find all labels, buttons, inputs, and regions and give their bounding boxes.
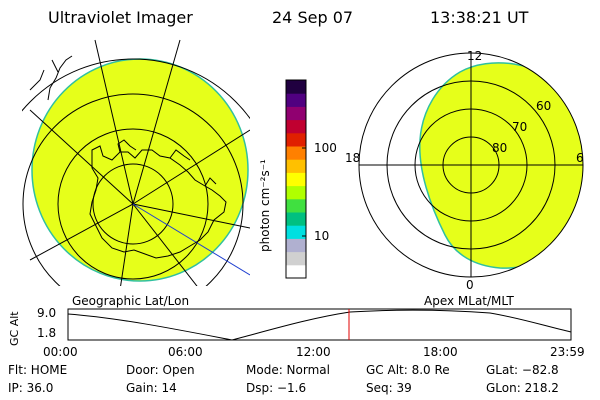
door-readout: Door: Open	[126, 363, 195, 377]
magnetic-caption: Apex MLat/MLT	[424, 294, 514, 308]
mlt-6-label: 6	[576, 151, 584, 165]
terminator-line	[132, 203, 250, 276]
glat-readout: GLat: −82.8	[486, 363, 559, 377]
xtick-0600: 06:00	[168, 345, 203, 359]
colorbar-segment	[286, 119, 306, 134]
glon-readout: GLon: 218.2	[486, 381, 559, 395]
coastline-upper-left	[29, 55, 73, 101]
colorbar-tick-10: 10	[314, 229, 330, 243]
dsp-readout: Dsp: −1.6	[246, 381, 307, 395]
colorbar-segment	[286, 132, 306, 147]
colorbar-segment	[286, 146, 306, 160]
colorbar-segment	[286, 238, 306, 253]
antarctica-coastline	[89, 145, 227, 259]
lat-circle	[92, 163, 174, 245]
gain-readout: Gain: 14	[126, 381, 177, 395]
mlt-0-label: 0	[466, 278, 474, 292]
colorbar-segment	[286, 251, 306, 266]
instrument-title: Ultraviolet Imager	[48, 8, 193, 27]
xtick-0000: 00:00	[43, 345, 78, 359]
colorbar-segment	[286, 172, 306, 187]
xtick-2359: 23:59	[550, 345, 585, 359]
colorbar-unit-label: photon cm⁻²s⁻¹	[258, 159, 272, 252]
colorbar-segment	[286, 159, 306, 173]
colorbar-segment	[286, 106, 306, 121]
altitude-ytick-bottom: 1.8	[37, 326, 57, 340]
lat-circle	[22, 58, 250, 120]
longitude-lines	[29, 39, 250, 286]
colorbar-tick-100: 100	[314, 141, 337, 155]
altitude-plot	[67, 308, 572, 341]
colorbar-segment	[286, 264, 306, 279]
xtick-1200: 12:00	[296, 345, 331, 359]
colorbar-frame	[285, 79, 307, 279]
mlat-60-label: 60	[536, 99, 551, 113]
altitude-ytick-top: 9.0	[37, 306, 57, 320]
mode-readout: Mode: Normal	[246, 363, 330, 377]
colorbar-segment	[286, 80, 306, 94]
geographic-map	[22, 39, 250, 286]
time-label: 13:38:21 UT	[430, 8, 529, 27]
geographic-caption: Geographic Lat/Lon	[72, 294, 190, 308]
gc-alt-readout: GC Alt: 8.0 Re	[366, 363, 450, 377]
lat-circle	[22, 93, 244, 286]
xtick-1800: 18:00	[423, 345, 458, 359]
colorbar-segment	[286, 93, 306, 107]
mlt-18-label: 18	[345, 151, 360, 165]
peninsula-coastline	[117, 139, 217, 187]
mlat-70-label: 70	[512, 120, 527, 134]
mlt-12-label: 12	[467, 49, 482, 63]
color-scale-bar	[285, 79, 307, 279]
lat-circle	[57, 128, 209, 280]
magnetic-map: 12 18 6 0 60 70 80	[345, 49, 584, 292]
mlat-80-label: 80	[492, 141, 507, 155]
filter-readout: Flt: HOME	[8, 363, 68, 377]
colorbar-segment	[286, 225, 306, 239]
altitude-curve	[67, 309, 572, 341]
date-label: 24 Sep 07	[272, 8, 354, 27]
colorbar-segment	[286, 185, 306, 200]
aurora-image-left	[31, 58, 249, 282]
plot-frame	[67, 308, 572, 341]
seq-readout: Seq: 39	[366, 381, 412, 395]
ip-readout: IP: 36.0	[8, 381, 54, 395]
colorbar-segment	[286, 198, 306, 213]
altitude-ylabel: GC Alt	[8, 311, 21, 346]
colorbar-segment	[286, 212, 306, 226]
